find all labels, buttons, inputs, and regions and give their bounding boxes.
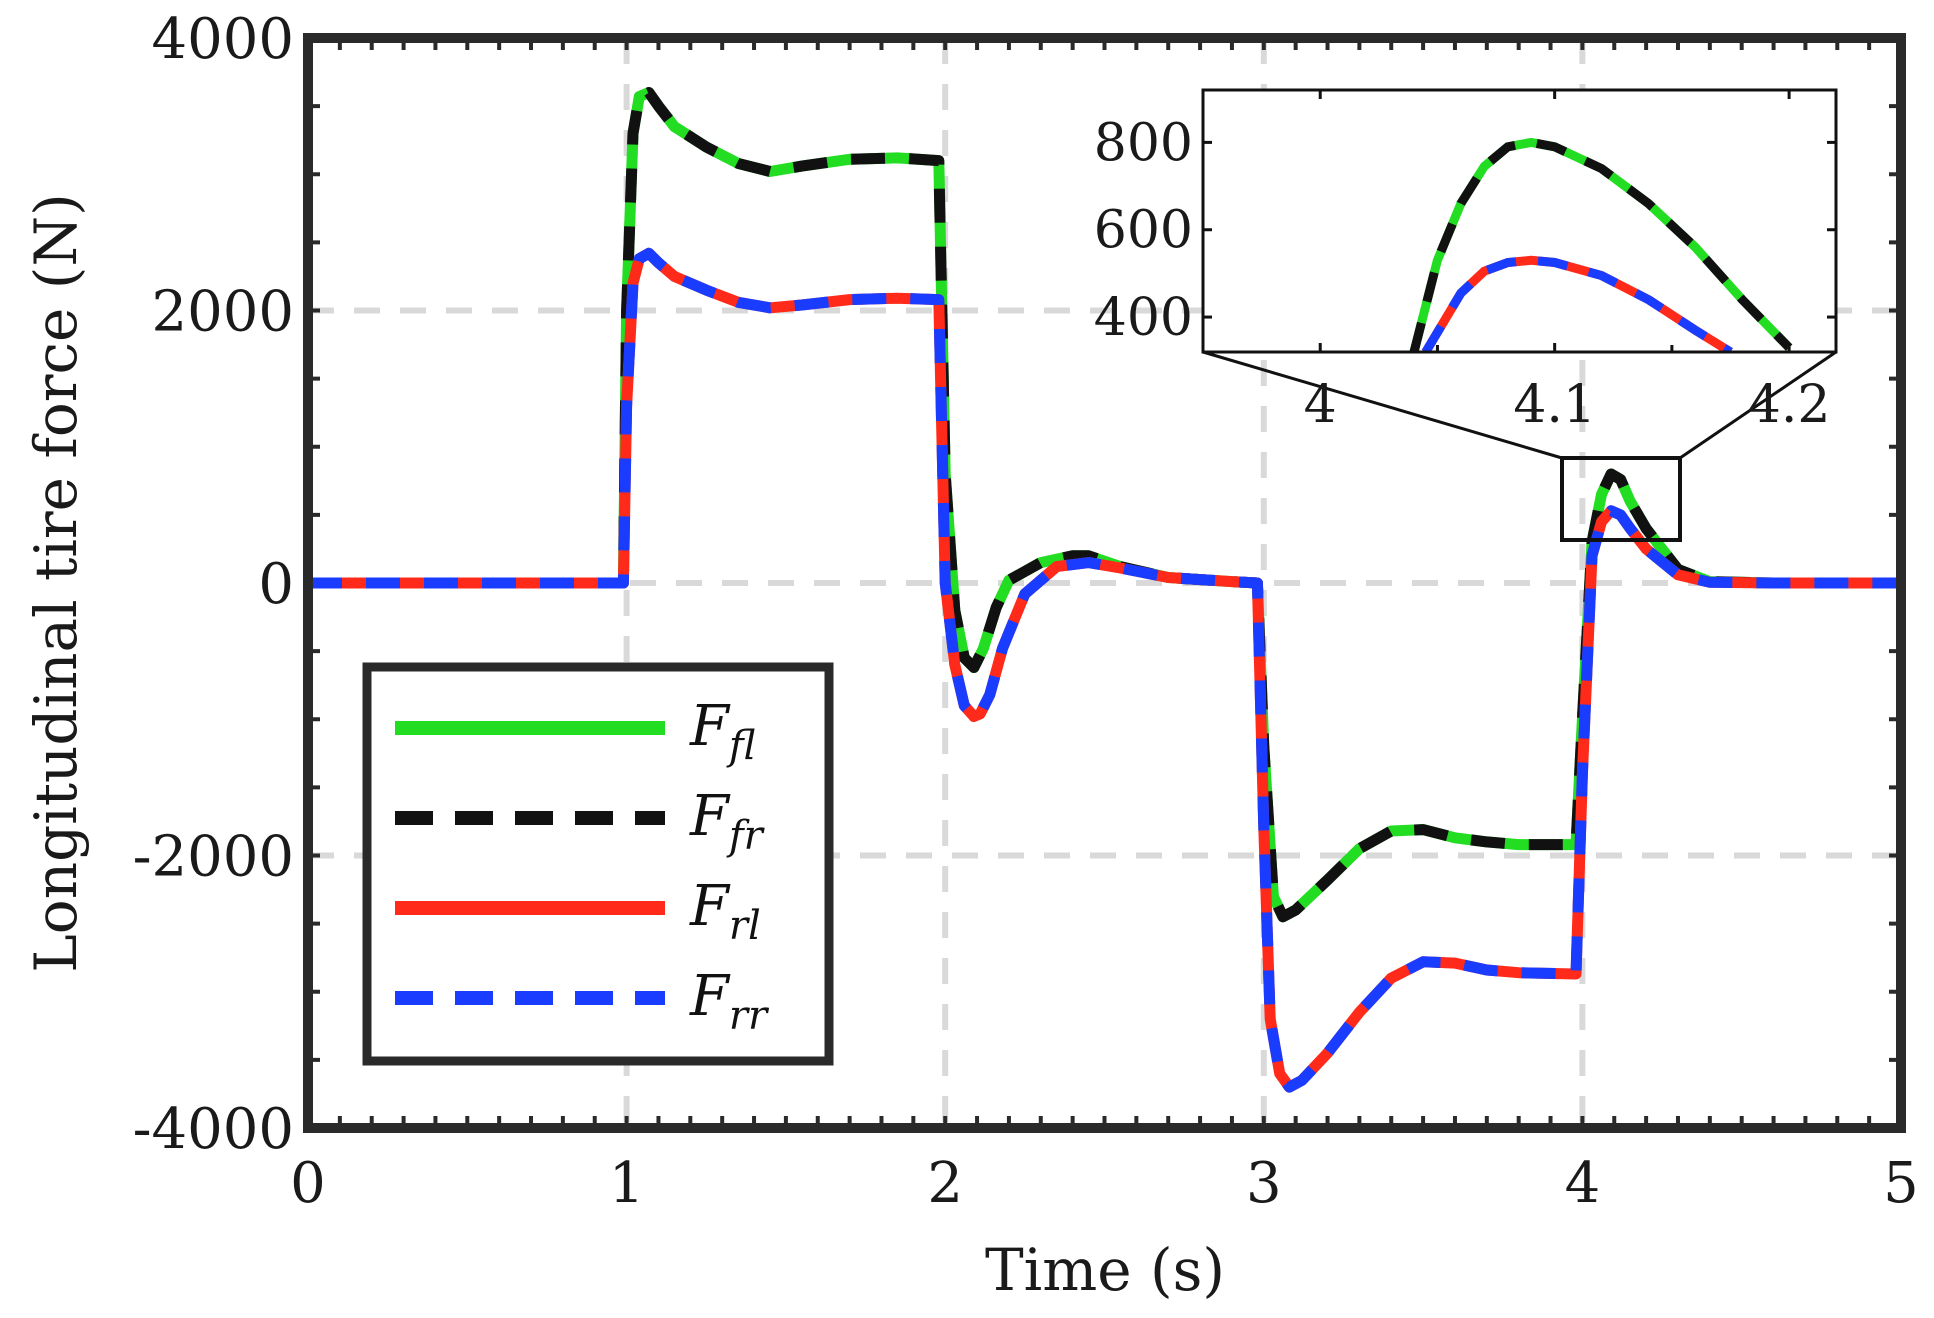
y-axis-title: Longitudinal tire force (N) (22, 193, 90, 972)
inset-series (1409, 137, 1793, 352)
inset-frame (1201, 88, 1838, 354)
grid (308, 38, 1901, 1128)
y-tick-label: 2000 (151, 280, 294, 345)
series-layer (308, 87, 1901, 1093)
x-tick-label: 0 (290, 1151, 326, 1216)
zoom-connector-right (1679, 350, 1837, 460)
plot-frame (303, 33, 1906, 1133)
inset-x-tick-label: 4.1 (1513, 375, 1596, 435)
legend-entry-frr: Frr (395, 964, 770, 1039)
inset-y-tick-label: 600 (1094, 201, 1193, 261)
legend-label-ffl: Ffl (689, 694, 756, 769)
x-tick-label: 5 (1883, 1151, 1919, 1216)
inset-y-tick-labels: 400 600 800 (1094, 113, 1193, 348)
x-axis-title: Time (s) (985, 1236, 1225, 1304)
inset-line-front-dashed (1409, 137, 1793, 352)
legend-label-frl: Frl (689, 874, 761, 949)
inset-y-tick-label: 800 (1094, 113, 1193, 173)
legend-entry-frl: Frl (395, 874, 761, 949)
y-tick-label: 0 (258, 552, 294, 617)
y-tick-label: -4000 (133, 1097, 294, 1162)
x-tick-label: 3 (1246, 1151, 1282, 1216)
legend-label-frr: Frr (689, 964, 770, 1039)
x-tick-label: 1 (609, 1151, 645, 1216)
inset-line-rear-dashed (1421, 255, 1733, 352)
x-tick-label: 4 (1565, 1151, 1601, 1216)
y-tick-labels: -4000 -2000 0 2000 4000 (133, 7, 294, 1162)
legend-label-ffr: Ffr (689, 784, 766, 859)
x-tick-label: 2 (927, 1151, 963, 1216)
zoom-connector-left (1202, 350, 1563, 460)
inset-x-tick-labels: 4 4.1 4.2 (1304, 375, 1831, 435)
legend-entry-ffl: Ffl (395, 694, 756, 769)
inset-x-tick-label: 4.2 (1748, 375, 1831, 435)
legend: Ffl Ffr Frl Frr (362, 662, 834, 1066)
x-tick-labels: 0 1 2 3 4 5 (290, 1151, 1919, 1216)
inset-background (1203, 90, 1836, 352)
legend-entry-ffr: Ffr (395, 784, 766, 859)
inset-y-tick-label: 400 (1094, 288, 1193, 348)
series-line-f-rr (308, 247, 1901, 1093)
y-tick-label: -2000 (133, 825, 294, 890)
inset-zoom: 4 4.1 4.2 400 600 800 (1094, 88, 1838, 542)
zoom-region-box (1560, 456, 1682, 542)
y-tick-label: 4000 (151, 7, 294, 72)
inset-x-tick-label: 4 (1304, 375, 1337, 435)
